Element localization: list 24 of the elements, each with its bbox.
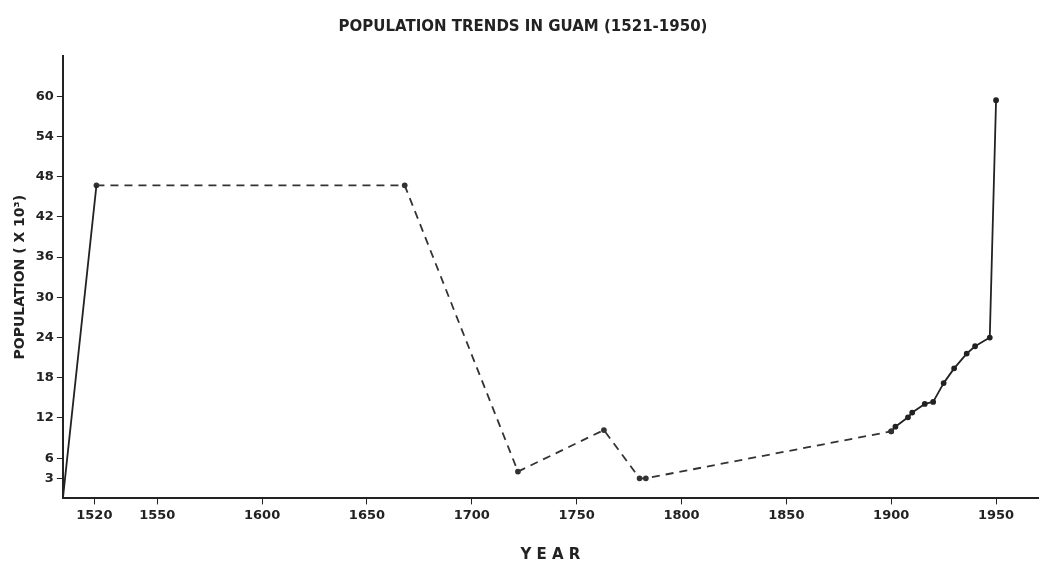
x-tick-label: 1850 bbox=[768, 506, 805, 522]
y-tick-label: 54 bbox=[35, 127, 54, 143]
y-tick-label: 48 bbox=[35, 168, 54, 184]
y-tick-label: 18 bbox=[35, 369, 54, 385]
x-tick-label: 1950 bbox=[977, 506, 1015, 522]
y-tick-label: 60 bbox=[35, 87, 54, 103]
y-tick-label: 3 bbox=[44, 469, 54, 485]
x-tick-label: 1800 bbox=[663, 506, 700, 522]
x-axis-title: Y E A R bbox=[519, 544, 581, 563]
y-axis-title: POPULATION ( X 10³) bbox=[11, 194, 28, 360]
x-tick-label: 1900 bbox=[873, 506, 910, 522]
y-tick-label: 30 bbox=[35, 288, 54, 304]
y-tick-label: 12 bbox=[35, 409, 54, 425]
y-tick-label: 36 bbox=[35, 248, 54, 264]
chart-title: POPULATION TRENDS IN GUAM (1521-1950) bbox=[338, 16, 708, 35]
x-tick-label: 1700 bbox=[453, 506, 490, 522]
y-tick-label: 42 bbox=[35, 208, 54, 224]
y-tick-label: 24 bbox=[35, 328, 54, 344]
x-tick-label: 1650 bbox=[348, 506, 386, 522]
x-tick-label: 1520 bbox=[76, 506, 113, 522]
x-tick-label: 1750 bbox=[558, 506, 595, 522]
y-tick-label: 6 bbox=[44, 449, 54, 465]
x-tick-label: 1600 bbox=[244, 506, 281, 522]
x-tick-label: 1550 bbox=[139, 506, 176, 522]
